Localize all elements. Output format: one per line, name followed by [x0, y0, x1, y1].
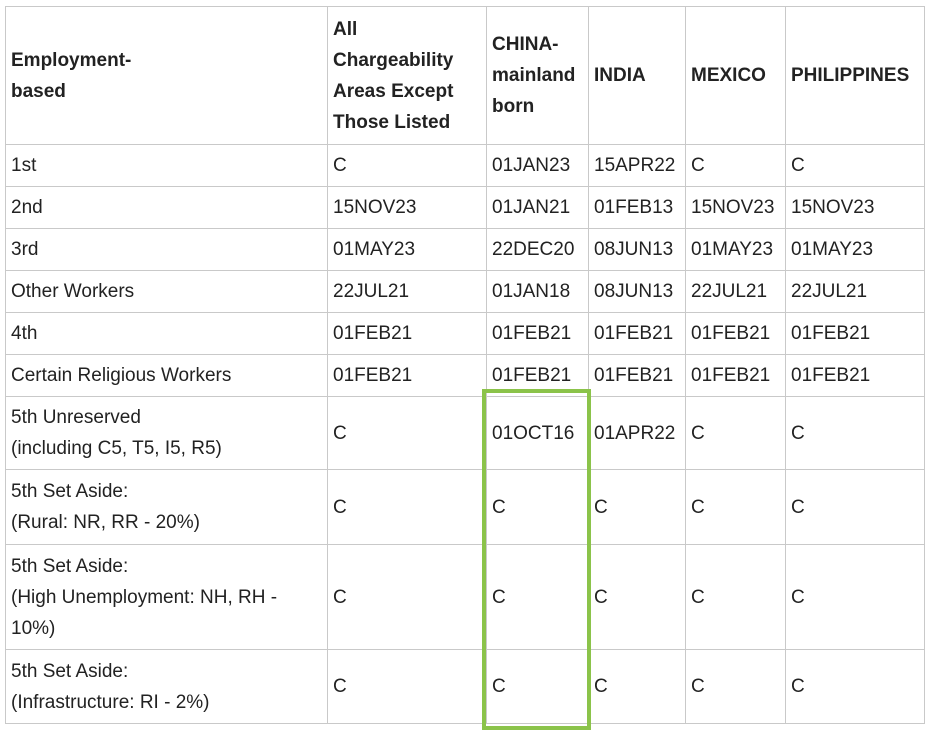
- table-row: Certain Religious Workers 01FEB21 01FEB2…: [5, 354, 925, 397]
- visa-bulletin-table: Employment- based All Chargeability Area…: [5, 6, 925, 724]
- row-label: 2nd: [5, 186, 328, 229]
- header-india: INDIA: [588, 6, 686, 145]
- table-cell: C: [588, 649, 686, 724]
- table-cell: 01FEB13: [588, 186, 686, 229]
- row-label: 5th Set Aside: (High Unemployment: NH, R…: [5, 544, 328, 650]
- table-cell: C: [785, 396, 925, 470]
- table-cell: 01MAY23: [785, 228, 925, 271]
- table-cell: 01JAN23: [486, 144, 589, 187]
- table-cell: 08JUN13: [588, 228, 686, 271]
- table-cell: C: [327, 469, 487, 545]
- table-cell: C: [588, 469, 686, 545]
- table-cell: 01JAN18: [486, 270, 589, 313]
- table-cell: 01APR22: [588, 396, 686, 470]
- table-row: 5th Set Aside: (Rural: NR, RR - 20%) C C…: [5, 469, 925, 545]
- table-cell: 01MAY23: [327, 228, 487, 271]
- header-row: Employment- based All Chargeability Area…: [5, 6, 925, 145]
- header-employment-based: Employment- based: [5, 6, 328, 145]
- table-row: 4th 01FEB21 01FEB21 01FEB21 01FEB21 01FE…: [5, 312, 925, 355]
- row-label: 3rd: [5, 228, 328, 271]
- table-cell: C: [327, 544, 487, 650]
- row-label: Certain Religious Workers: [5, 354, 328, 397]
- table-cell: 22DEC20: [486, 228, 589, 271]
- table-cell: C: [685, 144, 786, 187]
- table-cell: 01FEB21: [327, 354, 487, 397]
- table-cell: C: [685, 649, 786, 724]
- table-cell: 15NOV23: [785, 186, 925, 229]
- table-cell: C: [588, 544, 686, 650]
- table-row: 5th Set Aside: (Infrastructure: RI - 2%)…: [5, 649, 925, 724]
- table-cell: 01FEB21: [486, 312, 589, 355]
- table-cell: C: [785, 144, 925, 187]
- row-label: 4th: [5, 312, 328, 355]
- table-cell: C: [327, 144, 487, 187]
- table-row: 3rd 01MAY23 22DEC20 08JUN13 01MAY23 01MA…: [5, 228, 925, 271]
- table-cell: C: [785, 469, 925, 545]
- table-cell: 15NOV23: [685, 186, 786, 229]
- table-cell: 01MAY23: [685, 228, 786, 271]
- table-cell: C: [486, 544, 589, 650]
- table-cell: C: [327, 649, 487, 724]
- header-philippines: PHILIPPINES: [785, 6, 925, 145]
- table-cell: 01JAN21: [486, 186, 589, 229]
- table-row: 2nd 15NOV23 01JAN21 01FEB13 15NOV23 15NO…: [5, 186, 925, 229]
- table-cell: 08JUN13: [588, 270, 686, 313]
- table-cell: 01FEB21: [785, 354, 925, 397]
- table-cell: 22JUL21: [685, 270, 786, 313]
- table-cell: 01FEB21: [327, 312, 487, 355]
- header-all-chargeability: All Chargeability Areas Except Those Lis…: [327, 6, 487, 145]
- table-cell: C: [785, 649, 925, 724]
- table-cell: 15APR22: [588, 144, 686, 187]
- table-row: 5th Set Aside: (High Unemployment: NH, R…: [5, 544, 925, 650]
- table-cell: 22JUL21: [327, 270, 487, 313]
- row-label: 1st: [5, 144, 328, 187]
- table-row: 5th Unreserved (including C5, T5, I5, R5…: [5, 396, 925, 470]
- row-label: Other Workers: [5, 270, 328, 313]
- table-cell: C: [685, 544, 786, 650]
- table-cell: 01FEB21: [588, 312, 686, 355]
- table-cell: C: [327, 396, 487, 470]
- table-cell: 01FEB21: [588, 354, 686, 397]
- table-cell: 22JUL21: [785, 270, 925, 313]
- table-cell: 15NOV23: [327, 186, 487, 229]
- table-cell: C: [486, 469, 589, 545]
- table-cell: C: [785, 544, 925, 650]
- table-cell: 01OCT16: [486, 396, 589, 470]
- table-cell: 01FEB21: [685, 354, 786, 397]
- row-label: 5th Set Aside: (Rural: NR, RR - 20%): [5, 469, 328, 545]
- row-label: 5th Set Aside: (Infrastructure: RI - 2%): [5, 649, 328, 724]
- header-mexico: MEXICO: [685, 6, 786, 145]
- table-cell: C: [486, 649, 589, 724]
- table-cell: C: [685, 469, 786, 545]
- table-row: Other Workers 22JUL21 01JAN18 08JUN13 22…: [5, 270, 925, 313]
- row-label: 5th Unreserved (including C5, T5, I5, R5…: [5, 396, 328, 470]
- table-cell: 01FEB21: [486, 354, 589, 397]
- table-cell: 01FEB21: [785, 312, 925, 355]
- table-cell: C: [685, 396, 786, 470]
- header-china: CHINA- mainland born: [486, 6, 589, 145]
- table-row: 1st C 01JAN23 15APR22 C C: [5, 144, 925, 187]
- table-cell: 01FEB21: [685, 312, 786, 355]
